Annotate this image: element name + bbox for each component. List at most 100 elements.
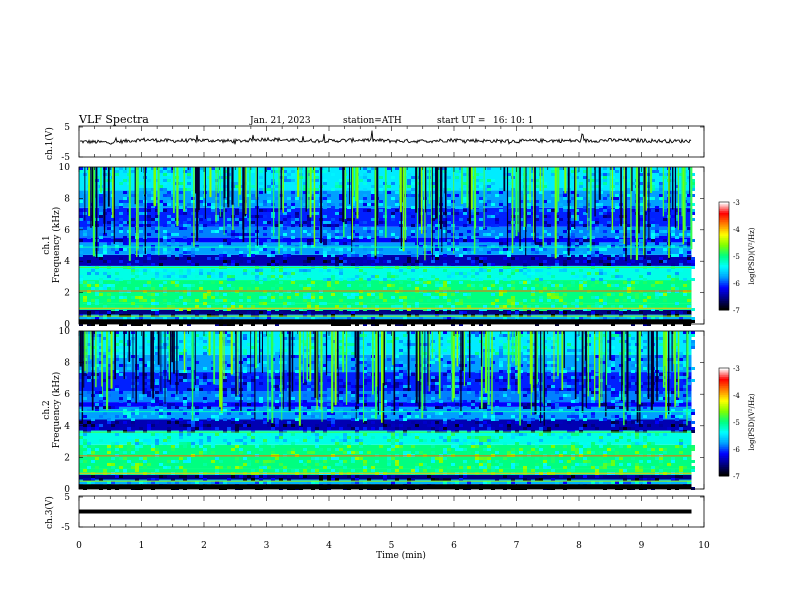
psd-cell xyxy=(159,415,163,418)
psd-cell xyxy=(159,203,163,206)
psd-cell xyxy=(495,248,499,251)
psd-cell xyxy=(655,293,659,296)
psd-cell xyxy=(259,272,263,275)
psd-cell xyxy=(87,466,91,469)
psd-cell xyxy=(119,257,123,260)
psd-cell xyxy=(559,236,563,239)
psd-cell xyxy=(239,203,243,206)
psd-cell xyxy=(343,355,347,358)
psd-cell xyxy=(539,299,543,302)
psd-cell xyxy=(159,311,163,314)
psd-cell xyxy=(135,469,139,472)
psd-cell xyxy=(587,203,591,206)
psd-cell xyxy=(403,263,407,266)
psd-cell xyxy=(387,260,391,263)
psd-cell xyxy=(503,251,507,254)
psd-cell xyxy=(659,287,663,290)
psd-cell xyxy=(603,302,607,305)
psd-cell xyxy=(639,263,643,266)
psd-cell xyxy=(303,349,307,352)
psd-cell xyxy=(115,334,119,337)
psd-cell xyxy=(663,209,667,212)
psd-cell xyxy=(271,460,275,463)
psd-cell xyxy=(351,251,355,254)
psd-cell xyxy=(299,424,303,427)
psd-cell xyxy=(175,466,179,469)
psd-cell xyxy=(167,460,171,463)
psd-cell xyxy=(119,227,123,230)
psd-cell xyxy=(199,421,203,424)
psd-cell xyxy=(191,251,195,254)
psd-cell xyxy=(339,179,343,182)
psd-cell xyxy=(387,382,391,385)
psd-cell xyxy=(527,314,531,317)
psd-cell xyxy=(339,299,343,302)
psd-cell xyxy=(79,215,83,218)
psd-cell xyxy=(247,260,251,263)
psd-cell xyxy=(679,263,683,266)
psd-cell xyxy=(131,466,135,469)
psd-cell xyxy=(619,257,623,260)
psd-cell xyxy=(351,478,355,481)
psd-cell xyxy=(119,466,123,469)
psd-cell xyxy=(623,218,627,221)
psd-cell xyxy=(415,433,419,436)
psd-cell xyxy=(391,305,395,308)
psd-cell xyxy=(675,302,679,305)
psd-cell xyxy=(159,412,163,415)
psd-cell xyxy=(215,299,219,302)
psd-cell xyxy=(379,203,383,206)
psd-cell xyxy=(155,451,159,454)
psd-cell xyxy=(127,397,131,400)
psd-cell xyxy=(163,463,167,466)
psd-cell xyxy=(455,194,459,197)
psd-cell xyxy=(295,218,299,221)
psd-cell xyxy=(407,397,411,400)
psd-cell xyxy=(411,206,415,209)
psd-cell xyxy=(155,308,159,311)
psd-cell xyxy=(411,233,415,236)
psd-cell xyxy=(571,272,575,275)
psd-cell xyxy=(163,415,167,418)
psd-cell xyxy=(355,254,359,257)
psd-cell xyxy=(135,466,139,469)
psd-cell xyxy=(659,293,663,296)
psd-cell xyxy=(335,212,339,215)
psd-cell xyxy=(187,299,191,302)
psd-cell xyxy=(251,215,255,218)
psd-cell xyxy=(615,197,619,200)
psd-cell xyxy=(603,209,607,212)
psd-cell xyxy=(483,203,487,206)
psd-cell xyxy=(247,433,251,436)
psd-cell xyxy=(195,245,199,248)
psd-cell xyxy=(659,230,663,233)
psd-cell xyxy=(139,394,143,397)
psd-cell xyxy=(587,305,591,308)
psd-cell xyxy=(419,281,423,284)
psd-cell xyxy=(503,317,507,320)
psd-cell xyxy=(339,358,343,361)
psd-cell xyxy=(275,260,279,263)
psd-cell xyxy=(155,409,159,412)
psd-cell xyxy=(191,424,195,427)
psd-cell xyxy=(455,218,459,221)
psd-cell xyxy=(295,418,299,421)
psd-cell xyxy=(551,254,555,257)
psd-cell xyxy=(583,206,587,209)
psd-cell xyxy=(107,299,111,302)
psd-cell xyxy=(543,248,547,251)
psd-cell xyxy=(651,188,655,191)
psd-cell xyxy=(595,221,599,224)
psd-cell xyxy=(111,287,115,290)
psd-cell xyxy=(543,230,547,233)
psd-cell xyxy=(343,221,347,224)
psd-cell xyxy=(331,203,335,206)
psd-cell xyxy=(339,242,343,245)
psd-cell xyxy=(283,272,287,275)
psd-cell xyxy=(315,170,319,173)
psd-cell xyxy=(275,224,279,227)
psd-cell xyxy=(99,364,103,367)
psd-band xyxy=(79,237,692,243)
psd-cell xyxy=(675,314,679,317)
psd-cell xyxy=(459,188,463,191)
